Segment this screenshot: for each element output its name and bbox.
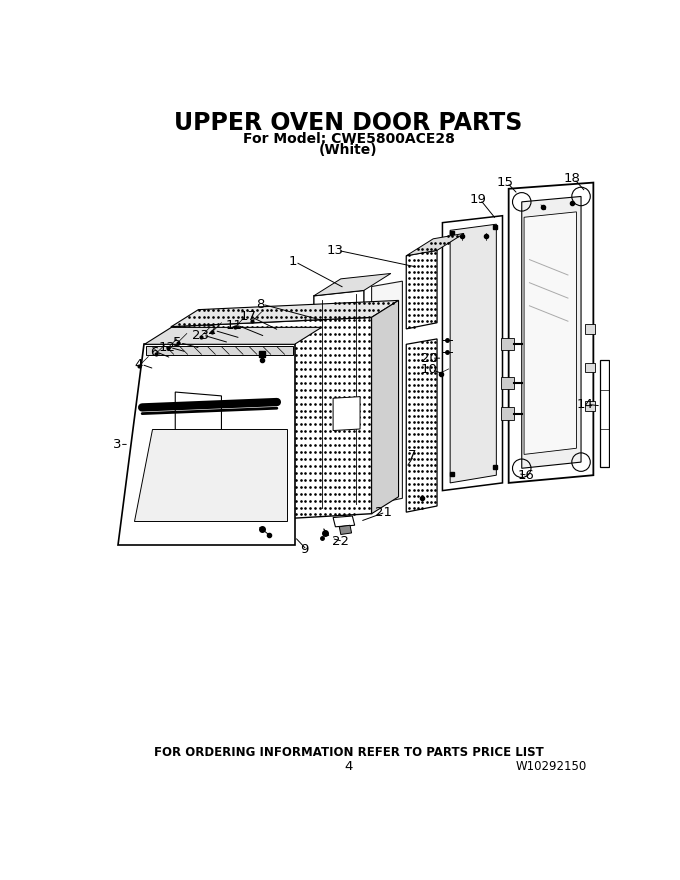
Text: 10: 10 [421, 363, 438, 377]
Text: 9: 9 [301, 543, 309, 556]
Text: 3: 3 [114, 438, 122, 451]
Text: UPPER OVEN DOOR PARTS: UPPER OVEN DOOR PARTS [174, 111, 523, 135]
Polygon shape [171, 318, 371, 525]
Text: 8: 8 [256, 297, 264, 311]
Polygon shape [371, 282, 403, 504]
Text: W10292150: W10292150 [516, 759, 588, 773]
Polygon shape [146, 346, 293, 355]
Polygon shape [522, 196, 581, 468]
Text: 12: 12 [159, 341, 176, 354]
Polygon shape [175, 392, 222, 469]
Polygon shape [171, 300, 398, 326]
Text: FOR ORDERING INFORMATION REFER TO PARTS PRICE LIST: FOR ORDERING INFORMATION REFER TO PARTS … [154, 746, 543, 759]
Text: For Model: CWE5800ACE28: For Model: CWE5800ACE28 [243, 132, 454, 146]
Polygon shape [450, 224, 496, 483]
Polygon shape [406, 339, 437, 512]
Polygon shape [585, 363, 595, 372]
Text: 23: 23 [192, 328, 209, 341]
Text: 20: 20 [421, 352, 438, 364]
Polygon shape [314, 274, 391, 296]
Polygon shape [333, 397, 360, 430]
Polygon shape [406, 233, 464, 256]
Polygon shape [314, 290, 364, 512]
Polygon shape [443, 216, 503, 491]
Text: 14: 14 [577, 398, 594, 411]
Text: 7: 7 [407, 450, 416, 463]
Polygon shape [406, 250, 437, 329]
Text: 13: 13 [327, 244, 344, 257]
Text: 4: 4 [344, 759, 353, 773]
Polygon shape [524, 212, 577, 454]
Text: 22: 22 [333, 535, 350, 548]
Polygon shape [501, 407, 514, 420]
Text: 11: 11 [226, 319, 243, 332]
Polygon shape [118, 344, 294, 545]
Polygon shape [509, 182, 594, 483]
Text: (White): (White) [319, 143, 378, 158]
Polygon shape [371, 300, 398, 514]
Text: 16: 16 [517, 469, 534, 481]
Polygon shape [135, 429, 287, 521]
Polygon shape [501, 377, 514, 389]
Text: 6: 6 [150, 346, 158, 358]
Polygon shape [339, 525, 352, 534]
Text: 19: 19 [469, 193, 486, 206]
Text: 17: 17 [240, 310, 257, 323]
Polygon shape [333, 516, 355, 527]
Polygon shape [585, 325, 595, 334]
Polygon shape [501, 338, 514, 350]
Text: 18: 18 [563, 172, 580, 186]
Polygon shape [600, 360, 609, 467]
Polygon shape [144, 327, 322, 344]
Text: 1: 1 [289, 255, 297, 268]
Text: 2: 2 [208, 324, 216, 337]
Text: 4: 4 [135, 358, 143, 370]
Polygon shape [585, 401, 595, 410]
Text: 5: 5 [173, 336, 182, 349]
Text: 15: 15 [496, 176, 513, 189]
Text: 21: 21 [375, 506, 392, 518]
